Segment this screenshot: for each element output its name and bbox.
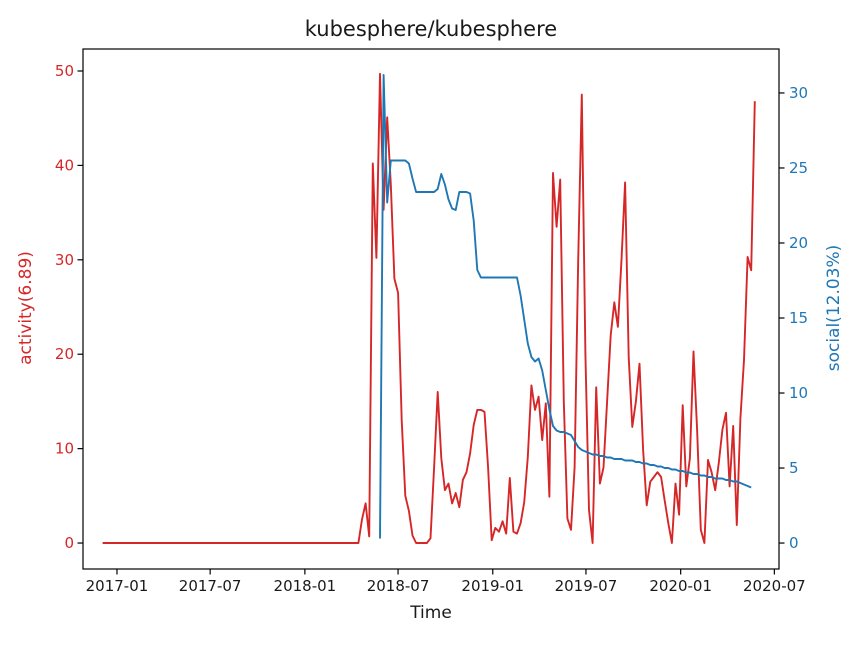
- right-tick-label: 15: [789, 309, 808, 327]
- activity-line: [102, 72, 756, 544]
- right-tick-label: 0: [789, 534, 799, 552]
- x-tick-label: 2020-07: [743, 577, 806, 595]
- chart-title: kubesphere/kubesphere: [304, 17, 558, 41]
- left-tick-label: 30: [55, 251, 74, 269]
- x-tick-label: 2019-07: [555, 577, 618, 595]
- right-tick-label: 25: [789, 159, 808, 177]
- x-tick-label: 2017-01: [86, 577, 149, 595]
- left-tick-label: 40: [55, 156, 74, 174]
- x-tick-label: 2020-01: [649, 577, 712, 595]
- x-axis-label: Time: [410, 603, 452, 623]
- right-tick-label: 30: [789, 84, 808, 102]
- left-tick-label: 20: [55, 345, 74, 363]
- x-tick-label: 2018-07: [367, 577, 430, 595]
- right-tick-label: 10: [789, 384, 808, 402]
- left-tick-label: 0: [64, 534, 74, 552]
- left-tick-label: 10: [55, 440, 74, 458]
- right-tick-label: 5: [789, 459, 799, 477]
- x-tick-label: 2019-01: [461, 577, 524, 595]
- left-tick-label: 50: [55, 62, 74, 80]
- x-tick-label: 2018-01: [274, 577, 337, 595]
- x-tick-label: 2017-07: [179, 577, 242, 595]
- right-tick-label: 20: [789, 234, 808, 252]
- plot-spines: [82, 48, 780, 570]
- social-line: [379, 74, 752, 539]
